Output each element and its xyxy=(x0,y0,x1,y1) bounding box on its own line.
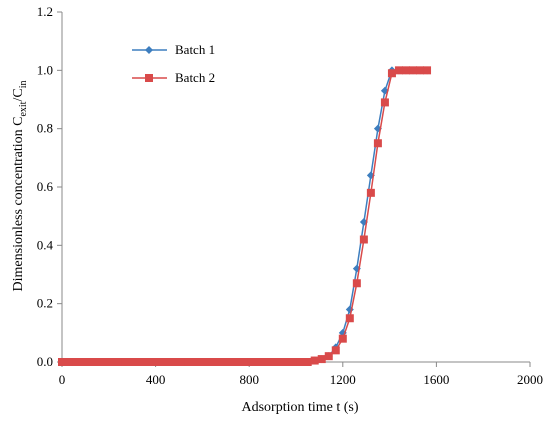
data-point-batch-2 xyxy=(226,358,235,366)
data-point-batch-2 xyxy=(121,358,130,366)
data-point-batch-2 xyxy=(317,355,326,364)
series-layer xyxy=(58,66,432,366)
legend-label-batch-2: Batch 2 xyxy=(175,70,215,85)
data-point-batch-2 xyxy=(86,358,95,366)
data-point-batch-2 xyxy=(352,279,361,288)
legend-item-batch-2: Batch 2 xyxy=(132,70,215,85)
data-point-batch-2 xyxy=(275,358,284,366)
x-tick-label: 1600 xyxy=(423,372,449,387)
data-point-batch-2 xyxy=(268,358,277,366)
legend: Batch 1 Batch 2 xyxy=(132,42,215,85)
data-point-batch-2 xyxy=(247,358,256,366)
y-tick-label: 1.2 xyxy=(37,4,53,19)
y-axis-title-sub-in: in xyxy=(18,81,29,89)
data-point-batch-2 xyxy=(149,358,158,366)
data-point-batch-2 xyxy=(135,358,144,366)
y-ticks: 0.0 0.2 0.4 0.6 0.8 1.0 1.2 xyxy=(37,4,62,369)
data-point-batch-2 xyxy=(65,358,74,366)
data-point-batch-2 xyxy=(142,358,151,366)
data-point-batch-2 xyxy=(380,98,389,107)
data-point-batch-2 xyxy=(114,358,123,366)
data-point-batch-2 xyxy=(79,358,88,366)
y-tick-label: 0.2 xyxy=(37,296,53,311)
data-point-batch-2 xyxy=(303,358,312,366)
data-point-batch-2 xyxy=(156,358,165,366)
data-point-batch-2 xyxy=(254,358,263,366)
data-point-batch-2 xyxy=(170,358,179,366)
legend-marker-batch-2 xyxy=(145,74,153,82)
data-point-batch-2 xyxy=(93,358,102,366)
series-batch-2 xyxy=(58,66,432,366)
series-batch-1 xyxy=(58,66,432,366)
x-ticks: 0 400 800 1200 1600 2000 xyxy=(59,362,543,387)
data-point-batch-2 xyxy=(324,352,333,361)
legend-marker-batch-1 xyxy=(145,46,153,54)
data-point-batch-2 xyxy=(100,358,109,366)
data-point-batch-2 xyxy=(409,66,417,75)
axes xyxy=(61,12,530,363)
data-point-batch-2 xyxy=(72,358,81,366)
data-point-batch-2 xyxy=(107,358,116,366)
data-point-batch-2 xyxy=(366,188,375,197)
x-tick-label: 400 xyxy=(146,372,166,387)
data-point-batch-2 xyxy=(331,346,340,355)
y-axis-title-main: Dimensionless concentration C xyxy=(11,117,26,292)
data-point-batch-2 xyxy=(401,66,410,75)
data-point-batch-2 xyxy=(387,69,396,78)
x-tick-label: 1200 xyxy=(330,372,356,387)
data-point-batch-2 xyxy=(423,66,432,75)
data-point-batch-2 xyxy=(212,358,221,366)
series-line-batch-1 xyxy=(62,69,427,363)
data-point-batch-2 xyxy=(359,235,368,244)
legend-label-batch-1: Batch 1 xyxy=(175,42,215,57)
y-tick-label: 0.8 xyxy=(37,121,53,136)
data-point-batch-2 xyxy=(191,358,200,366)
data-point-batch-2 xyxy=(198,358,207,366)
data-point-batch-2 xyxy=(345,314,354,323)
y-axis-title: Dimensionless concentration Cexit/Cin xyxy=(11,81,29,292)
y-tick-label: 1.0 xyxy=(37,62,53,77)
y-tick-label: 0.0 xyxy=(37,354,53,369)
data-point-batch-2 xyxy=(219,358,228,366)
data-point-batch-2 xyxy=(261,358,270,366)
x-tick-label: 800 xyxy=(239,372,259,387)
x-axis-title: Adsorption time t (s) xyxy=(241,400,358,415)
data-point-batch-2 xyxy=(296,358,305,366)
y-axis-title-sub-exit: exit xyxy=(18,101,29,116)
data-point-batch-2 xyxy=(310,356,319,365)
data-point-batch-2 xyxy=(205,358,214,366)
data-point-batch-2 xyxy=(233,358,242,366)
data-point-batch-2 xyxy=(58,358,66,366)
y-axis-title-mid: /C xyxy=(11,88,26,101)
data-point-batch-2 xyxy=(289,358,298,366)
data-point-batch-2 xyxy=(416,66,425,75)
data-point-batch-2 xyxy=(163,358,172,366)
data-point-batch-2 xyxy=(373,139,382,148)
y-tick-label: 0.6 xyxy=(37,179,54,194)
x-tick-label: 0 xyxy=(59,372,66,387)
data-point-batch-2 xyxy=(338,334,347,343)
data-point-batch-2 xyxy=(128,358,137,366)
y-tick-label: 0.4 xyxy=(37,237,54,252)
series-line-batch-2 xyxy=(62,69,427,363)
data-point-batch-2 xyxy=(394,66,403,75)
data-point-batch-2 xyxy=(240,358,249,366)
data-point-batch-2 xyxy=(177,358,186,366)
x-tick-label: 2000 xyxy=(517,372,543,387)
data-point-batch-2 xyxy=(184,358,193,366)
legend-item-batch-1: Batch 1 xyxy=(132,42,215,57)
data-point-batch-2 xyxy=(282,358,291,366)
